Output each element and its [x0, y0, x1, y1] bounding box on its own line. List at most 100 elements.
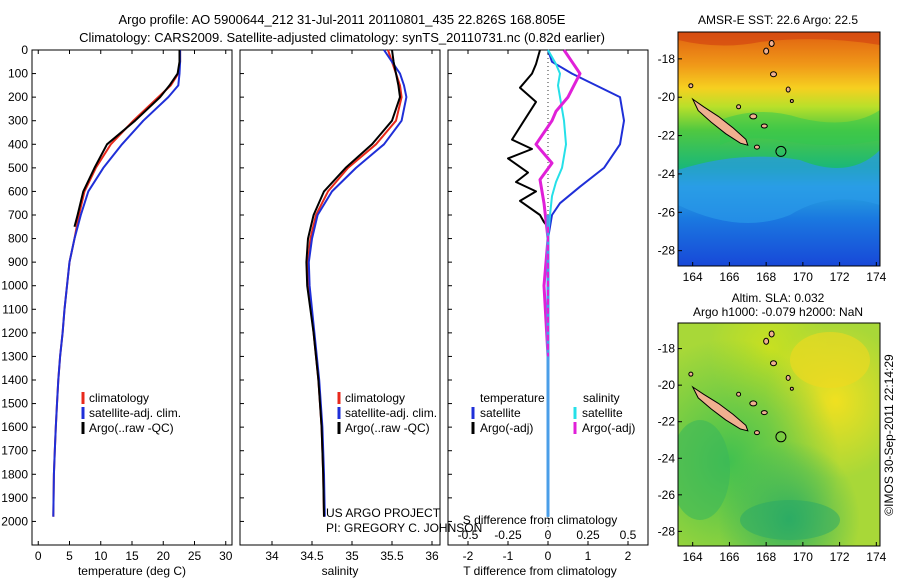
series-line [507, 49, 549, 228]
series-line [73, 50, 181, 228]
profile-location-marker [775, 145, 787, 157]
salinity-panel-frame [239, 49, 441, 546]
map-x-tick-label: 172 [830, 270, 850, 284]
y-tick-label: 1400 [1, 373, 28, 387]
island [749, 400, 758, 407]
y-tick-label: 1300 [1, 349, 28, 363]
sst-map-axes: 164 166 168 170 172 174 -18 -20 -22 -24 -26 -28 [658, 52, 887, 284]
pressure-axis: 0 100 200 300 400 500 600 700 800 900 1000 1100 1200… [1, 43, 452, 528]
island [760, 123, 768, 129]
island [688, 371, 694, 377]
y-tick-label: 1700 [1, 444, 28, 458]
legend-title-salinity: salinity [583, 391, 620, 405]
temperature-axis-label: temperature (deg C) [78, 564, 186, 578]
sla-map-axes: 164 166 168 170 172 174 -18 -20 -22 -24 -26 -28 [658, 342, 887, 564]
island [768, 330, 775, 338]
s-difference-axis-label: S difference from climatology [463, 513, 618, 527]
map-x-tick-label: 174 [866, 550, 886, 564]
map-x-tick-label: 164 [683, 270, 703, 284]
header-line-2: Climatology: CARS2009. Satellite-adjuste… [79, 30, 605, 45]
sla-map-land [688, 330, 794, 443]
sla-map-title-line-2: Argo h1000: -0.079 h2000: NaN [693, 305, 863, 319]
map-x-tick-label: 170 [793, 270, 813, 284]
y-tick-label: 500 [8, 161, 28, 175]
sst-map-land [688, 40, 794, 157]
x-tick-label: 1 [585, 549, 592, 563]
map-y-tick-label: -20 [658, 90, 676, 104]
island [749, 113, 758, 120]
y-tick-label: 1600 [1, 420, 28, 434]
sst-map-field [678, 32, 880, 266]
map-y-tick-label: -20 [658, 378, 676, 392]
y-tick-label: 600 [8, 184, 28, 198]
series-line [52, 50, 182, 517]
legend-label-sal-argo: Argo(-adj) [582, 421, 635, 435]
island [753, 144, 760, 150]
x-tick-label: 10 [94, 549, 108, 563]
y-tick-label: 700 [8, 208, 28, 222]
map-y-tick-label: -18 [658, 342, 676, 356]
t-difference-axis-label: T difference from climatology [463, 564, 617, 578]
series-line [305, 49, 401, 517]
x-tick-label: 36 [425, 549, 439, 563]
x-tick-label: 35 [345, 549, 359, 563]
island [688, 83, 694, 89]
s-tick-label: -0.25 [494, 528, 522, 542]
x-tick-label: -2 [463, 549, 474, 563]
y-tick-label: 800 [8, 232, 28, 246]
island [769, 360, 777, 367]
map-y-tick-label: -26 [658, 488, 676, 502]
series-line [52, 50, 182, 517]
sst-map-title: AMSR-E SST: 22.6 Argo: 22.5 [698, 13, 858, 27]
legend-label-argo: Argo(..raw -QC) [89, 421, 174, 435]
x-tick-label: 35.5 [380, 549, 404, 563]
island [768, 40, 775, 48]
legend-label-satellite: satellite-adj. clim. [345, 406, 437, 420]
sla-map-frame [677, 322, 881, 547]
series-line [547, 49, 625, 517]
y-tick-label: 1900 [1, 491, 28, 505]
x-tick-label: 34.5 [300, 549, 324, 563]
legend-label-temp-argo: Argo(-adj) [480, 421, 533, 435]
salinity-axis-label: salinity [322, 564, 359, 578]
map-x-tick-label: 164 [683, 550, 703, 564]
map-y-tick-label: -24 [658, 167, 676, 181]
y-tick-label: 100 [8, 67, 28, 81]
island [736, 104, 742, 110]
sla-map-field [678, 323, 880, 546]
island [763, 337, 770, 345]
x-tick-label: 34 [265, 549, 279, 563]
island [785, 374, 791, 381]
island [763, 47, 770, 55]
y-tick-label: 200 [8, 90, 28, 104]
legend-label-sal-satellite: satellite [582, 406, 623, 420]
salinity-plot: 34 34.5 35 35.5 36 [265, 49, 439, 563]
sst-map-frame [677, 31, 881, 267]
x-tick-label: 5 [66, 549, 73, 563]
map-x-tick-label: 170 [793, 550, 813, 564]
map-x-tick-label: 166 [719, 550, 739, 564]
legend-label-satellite: satellite-adj. clim. [89, 406, 181, 420]
island [760, 410, 768, 416]
x-tick-label: 2 [625, 549, 632, 563]
map-x-tick-label: 168 [756, 550, 776, 564]
difference-legend: temperature salinity satellite Argo(-adj… [471, 391, 635, 435]
x-tick-label: -1 [503, 549, 514, 563]
y-tick-label: 2000 [1, 514, 28, 528]
y-tick-label: 1500 [1, 397, 28, 411]
y-tick-label: 1100 [2, 302, 28, 316]
timestamp: ©IMOS 30-Sep-2011 22:14:29 [882, 354, 896, 516]
map-x-tick-label: 168 [756, 270, 776, 284]
island [736, 391, 742, 397]
island [769, 71, 777, 78]
map-x-tick-label: 174 [866, 270, 886, 284]
island [789, 99, 794, 104]
x-tick-label: 30 [219, 549, 233, 563]
x-tick-label: 20 [157, 549, 171, 563]
island [789, 386, 794, 391]
y-tick-label: 400 [8, 137, 28, 151]
map-y-tick-label: -18 [658, 52, 676, 66]
map-y-tick-label: -28 [658, 524, 676, 538]
profile-location-marker [775, 431, 787, 443]
island [753, 430, 760, 436]
